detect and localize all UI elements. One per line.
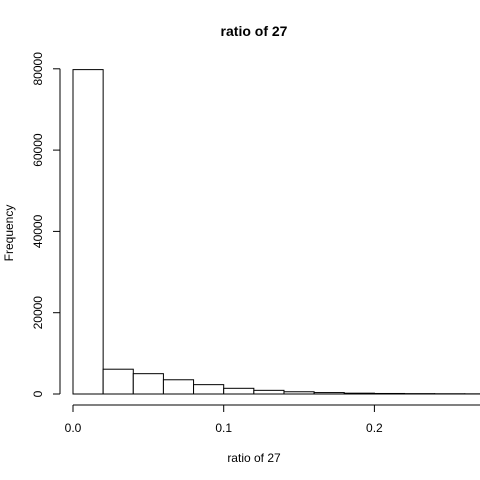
y-axis-label: Frequency (2, 205, 16, 262)
chart-title: ratio of 27 (221, 23, 288, 39)
y-tick-label: 80000 (31, 52, 45, 86)
histogram-bar (72, 69, 104, 395)
histogram-bar (373, 392, 406, 395)
histogram-bar (313, 392, 345, 395)
histogram-bar (223, 387, 255, 395)
histogram-bar (193, 384, 225, 395)
x-axis: 0.00.10.20.30.4 (65, 404, 480, 435)
y-tick-label: 20000 (31, 296, 45, 330)
x-tick-label: 0.0 (65, 421, 82, 435)
histogram-bar (253, 389, 285, 395)
y-tick-label: 0 (31, 390, 45, 397)
y-tick-label: 60000 (31, 133, 45, 167)
histogram-bar (283, 391, 315, 395)
x-tick-label: 0.1 (215, 421, 232, 435)
histogram-bar (132, 373, 164, 395)
histogram-bar (102, 368, 134, 395)
bars-group (72, 69, 480, 395)
histogram-bar (343, 392, 375, 395)
y-tick-label: 40000 (31, 214, 45, 248)
y-axis: 0 20000 40000 60000 80000 (31, 52, 61, 397)
x-axis-label: ratio of 27 (227, 451, 281, 465)
histogram-bar (162, 379, 195, 395)
x-tick-label: 0.2 (366, 421, 383, 435)
